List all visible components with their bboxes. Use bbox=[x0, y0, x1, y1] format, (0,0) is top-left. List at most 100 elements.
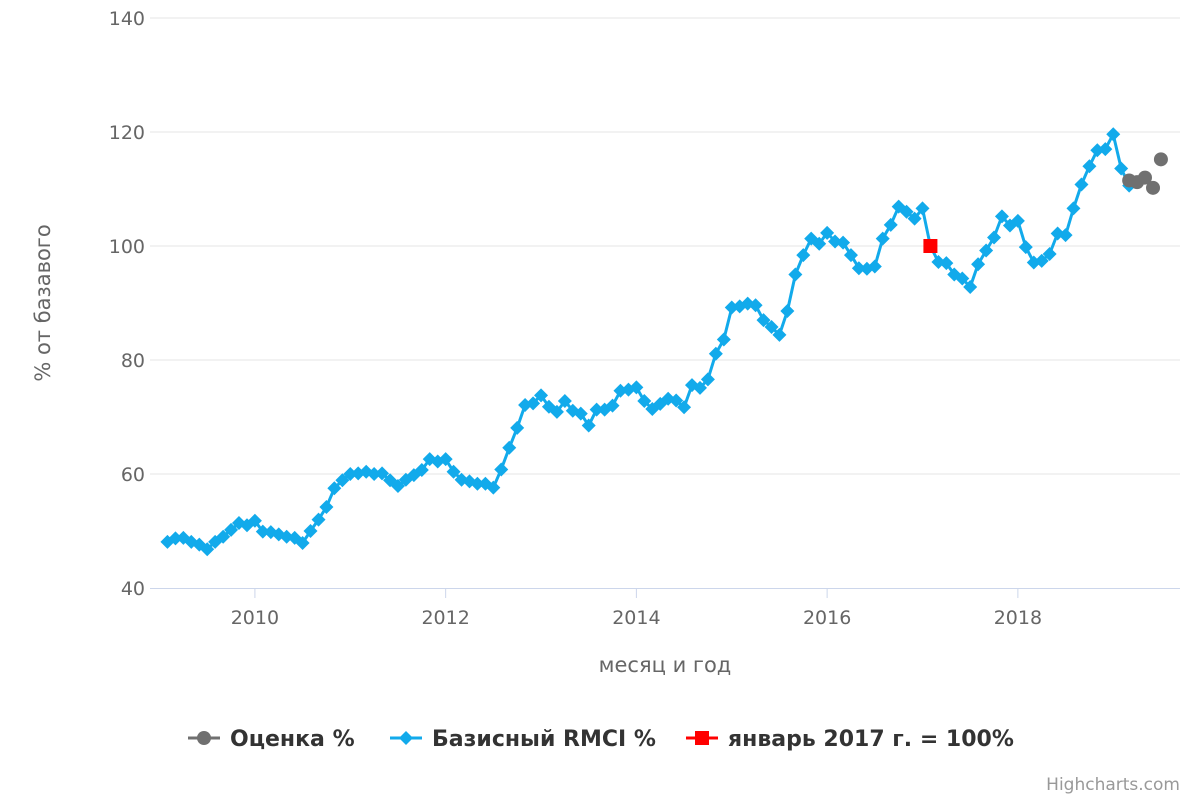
data-point[interactable] bbox=[510, 420, 525, 435]
y-tick-label: 120 bbox=[109, 122, 145, 144]
data-point[interactable] bbox=[1066, 201, 1081, 216]
data-point[interactable] bbox=[343, 467, 358, 481]
data-point[interactable] bbox=[414, 463, 429, 478]
data-point[interactable] bbox=[375, 466, 390, 481]
legend-label: Оценка % bbox=[230, 727, 355, 752]
data-point[interactable] bbox=[629, 380, 644, 395]
data-point[interactable] bbox=[979, 243, 994, 258]
data-point[interactable] bbox=[708, 346, 723, 361]
data-point[interactable] bbox=[168, 531, 183, 546]
data-point[interactable] bbox=[1018, 240, 1033, 255]
data-point[interactable] bbox=[549, 404, 564, 419]
data-point[interactable] bbox=[303, 524, 318, 538]
series-line[interactable] bbox=[166, 132, 1131, 551]
data-point[interactable] bbox=[200, 542, 215, 557]
x-tick-label: 2014 bbox=[612, 607, 660, 629]
legend-item[interactable]: Базисный RMCI % bbox=[390, 727, 656, 752]
data-point[interactable] bbox=[851, 261, 866, 276]
data-point[interactable] bbox=[994, 209, 1009, 224]
data-point[interactable] bbox=[589, 402, 604, 417]
data-point[interactable] bbox=[637, 394, 652, 409]
legend-item[interactable]: Оценка % bbox=[188, 727, 355, 752]
data-point[interactable] bbox=[1034, 253, 1049, 268]
data-point[interactable] bbox=[796, 248, 811, 263]
y-tick-label: 80 bbox=[121, 350, 145, 372]
data-point[interactable] bbox=[780, 303, 795, 318]
data-point[interactable] bbox=[534, 388, 549, 403]
data-point[interactable] bbox=[446, 464, 461, 479]
data-point[interactable] bbox=[438, 452, 453, 467]
data-point[interactable] bbox=[669, 393, 684, 408]
data-point[interactable] bbox=[1114, 161, 1129, 176]
data-point[interactable] bbox=[907, 211, 922, 226]
data-point[interactable] bbox=[693, 380, 708, 395]
data-point[interactable] bbox=[557, 394, 572, 409]
data-point[interactable] bbox=[963, 280, 978, 295]
data-point[interactable] bbox=[605, 398, 620, 413]
data-point[interactable] bbox=[224, 522, 239, 537]
data-point[interactable] bbox=[955, 271, 970, 286]
data-point[interactable] bbox=[923, 239, 938, 253]
data-point[interactable] bbox=[748, 298, 763, 313]
data-point[interactable] bbox=[788, 267, 803, 282]
data-point[interactable] bbox=[971, 257, 986, 272]
data-point[interactable] bbox=[390, 478, 405, 493]
data-point[interactable] bbox=[875, 231, 890, 246]
data-point[interactable] bbox=[1058, 228, 1073, 243]
series-0 bbox=[1122, 152, 1168, 195]
data-point[interactable] bbox=[470, 476, 485, 491]
legend-item[interactable]: январь 2017 г. = 100% bbox=[686, 727, 1014, 752]
data-point[interactable] bbox=[255, 524, 270, 539]
data-point[interactable] bbox=[494, 462, 509, 477]
data-point[interactable] bbox=[367, 467, 382, 481]
data-point[interactable] bbox=[295, 535, 310, 550]
data-point[interactable] bbox=[216, 529, 231, 544]
data-point[interactable] bbox=[526, 396, 541, 411]
data-point[interactable] bbox=[987, 230, 1002, 245]
data-point[interactable] bbox=[716, 332, 731, 347]
legend-marker bbox=[197, 731, 211, 745]
data-point[interactable] bbox=[1106, 127, 1121, 142]
legend-label: январь 2017 г. = 100% bbox=[728, 727, 1014, 752]
data-point[interactable] bbox=[867, 259, 882, 274]
data-point[interactable] bbox=[486, 480, 501, 495]
data-point[interactable] bbox=[1137, 170, 1152, 185]
data-point[interactable] bbox=[581, 418, 596, 433]
data-point[interactable] bbox=[573, 406, 588, 421]
series-layer bbox=[160, 127, 1168, 557]
data-point[interactable] bbox=[915, 201, 930, 216]
data-point[interactable] bbox=[756, 313, 771, 328]
data-point[interactable] bbox=[677, 400, 692, 415]
data-point[interactable] bbox=[843, 248, 858, 263]
data-point[interactable] bbox=[700, 372, 715, 387]
data-point[interactable] bbox=[327, 481, 342, 496]
data-point[interactable] bbox=[939, 256, 954, 271]
data-point[interactable] bbox=[883, 217, 898, 232]
data-point[interactable] bbox=[1074, 177, 1089, 192]
legend-marker bbox=[399, 731, 413, 745]
data-point[interactable] bbox=[1098, 142, 1113, 157]
data-point[interactable] bbox=[1042, 246, 1057, 261]
y-tick-label: 40 bbox=[121, 578, 145, 600]
data-point[interactable] bbox=[335, 473, 350, 488]
data-point[interactable] bbox=[311, 512, 326, 527]
data-point[interactable] bbox=[820, 225, 835, 240]
credits-link[interactable]: Highcharts.com bbox=[1046, 775, 1180, 795]
y-tick-label: 140 bbox=[109, 8, 145, 30]
data-point[interactable] bbox=[812, 236, 827, 251]
data-point[interactable] bbox=[502, 440, 517, 455]
y-axis-title: % от базавого bbox=[31, 224, 55, 381]
legend-marker bbox=[695, 731, 709, 745]
x-axis-title: месяц и год bbox=[599, 653, 732, 677]
data-point[interactable] bbox=[764, 319, 779, 334]
data-point[interactable] bbox=[1153, 152, 1168, 167]
data-point[interactable] bbox=[1146, 180, 1161, 195]
data-point[interactable] bbox=[319, 500, 334, 515]
data-point[interactable] bbox=[1010, 213, 1025, 228]
data-point[interactable] bbox=[1082, 159, 1097, 174]
data-point[interactable] bbox=[836, 235, 851, 250]
data-point[interactable] bbox=[247, 513, 262, 528]
data-point[interactable] bbox=[772, 327, 787, 342]
data-point[interactable] bbox=[899, 204, 914, 219]
